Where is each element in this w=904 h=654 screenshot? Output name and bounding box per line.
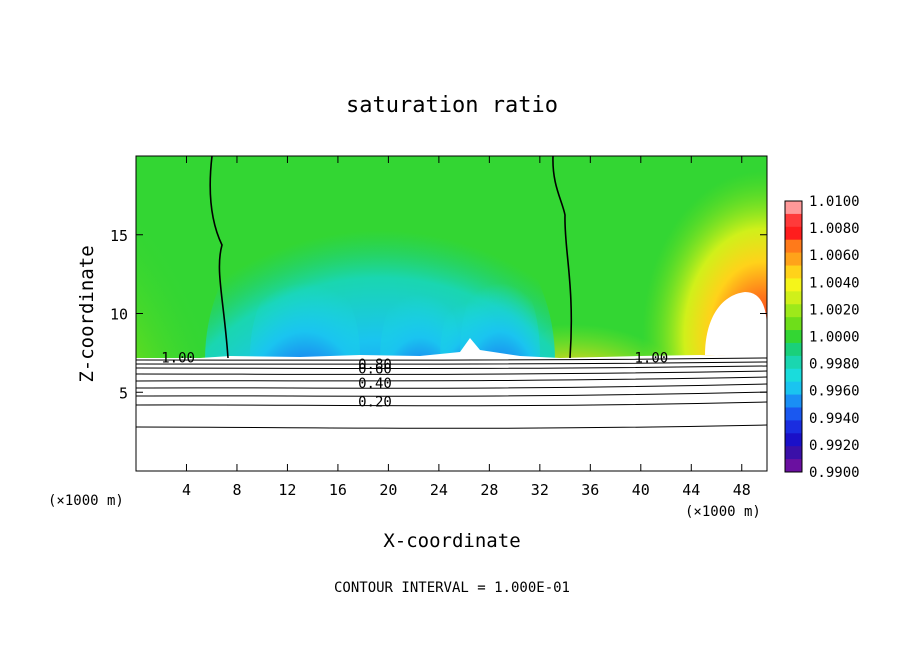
colorbar-swatch xyxy=(785,381,802,396)
colorbar-label: 1.0020 xyxy=(809,302,860,318)
colorbar-swatch xyxy=(785,355,802,370)
x-tick-label: 32 xyxy=(531,481,549,499)
y-axis-label: Z-coordinate xyxy=(76,245,98,382)
x-tick-label: 8 xyxy=(232,481,241,499)
contour-interval-note: CONTOUR INTERVAL = 1.000E-01 xyxy=(334,580,570,596)
x-tick-label: 40 xyxy=(632,481,650,499)
x-tick-label: 4 xyxy=(182,481,191,499)
colorbar-label: 0.9980 xyxy=(809,357,860,373)
colorbar-swatch xyxy=(785,420,802,434)
colorbar-label: 1.0100 xyxy=(809,194,860,210)
colorbar-swatch xyxy=(785,213,802,228)
colorbar-label: 1.0040 xyxy=(809,275,860,291)
colorbar-swatch xyxy=(785,330,802,344)
colorbar-swatch xyxy=(785,239,802,254)
x-tick-label: 12 xyxy=(278,481,296,499)
colorbar-swatch xyxy=(785,291,802,305)
contour-label: 0.40 xyxy=(358,376,392,392)
y-tick-label: 15 xyxy=(110,227,128,245)
colorbar-swatch xyxy=(785,368,802,383)
contour-label: 0.60 xyxy=(358,362,392,378)
colorbar-swatch xyxy=(785,278,802,292)
colorbar-swatch xyxy=(785,407,802,421)
x-tick-label: 24 xyxy=(430,481,448,499)
colorbar-label: 1.0060 xyxy=(809,248,860,264)
colorbar-swatch xyxy=(785,265,802,279)
x-tick-label: 16 xyxy=(329,481,347,499)
colorbar-label: 0.9960 xyxy=(809,384,860,400)
colorbar-swatch xyxy=(785,317,802,331)
colorbar-swatch xyxy=(785,433,802,447)
x-tick-label: 36 xyxy=(581,481,599,499)
colorbar-label: 0.9920 xyxy=(809,438,860,454)
x-axis-label: X-coordinate xyxy=(383,530,520,552)
colorbar-label: 1.0000 xyxy=(809,330,860,346)
x-tick-label: 28 xyxy=(480,481,498,499)
contour-label: 1.00 xyxy=(161,351,195,367)
x-tick-label: 20 xyxy=(379,481,397,499)
colorbar: 1.0100 1.0080 1.0060 1.0040 1.0020 1.0000 0.99… xyxy=(784,194,860,481)
colorbar-label: 1.0080 xyxy=(809,221,860,237)
colorbar-swatch xyxy=(785,201,802,215)
colorbar-swatch xyxy=(785,446,802,460)
chart-title: saturation ratio xyxy=(346,93,558,118)
contour-label: 0.20 xyxy=(358,395,392,411)
plot-area xyxy=(136,156,767,471)
x-tick-label: 48 xyxy=(733,481,751,499)
x-unit-left: (×1000 m) xyxy=(48,493,124,509)
contour-label: 0.80 xyxy=(358,357,392,373)
y-tick-label: 10 xyxy=(110,306,128,324)
colorbar-swatch xyxy=(785,226,802,241)
colorbar-swatch xyxy=(785,394,802,408)
x-tick-label: 44 xyxy=(682,481,700,499)
colorbar-swatch xyxy=(785,304,802,318)
colorbar-frame xyxy=(784,200,803,473)
colorbar-swatch xyxy=(785,342,802,357)
contour-label: 1.00 xyxy=(634,351,668,367)
colorbar-label: 0.9940 xyxy=(809,411,860,427)
y-tick-label: 5 xyxy=(119,384,128,402)
x-unit-right: (×1000 m) xyxy=(685,504,761,520)
colorbar-swatch xyxy=(785,252,802,267)
colorbar-swatch xyxy=(785,459,802,473)
colorbar-label: 0.9900 xyxy=(809,465,860,481)
